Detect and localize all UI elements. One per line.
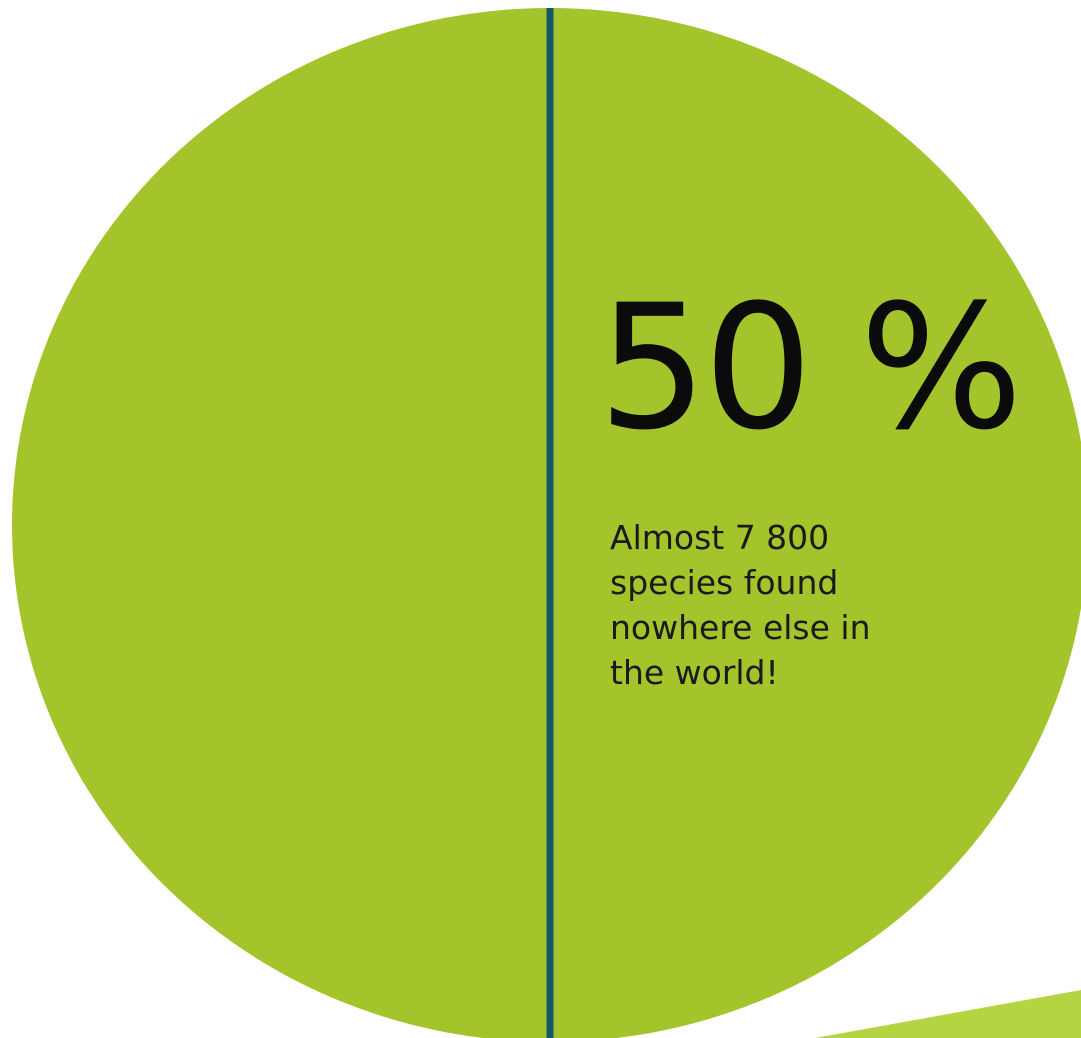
- accent-wedge-shape: [815, 990, 1081, 1038]
- pie-slices: [12, 8, 1081, 1038]
- caption-line-4: the world!: [610, 653, 779, 692]
- caption-text: Almost 7 800 species found nowhere else …: [610, 515, 910, 695]
- percent-label: 50 %: [598, 267, 1023, 468]
- pie-slice-1: [550, 8, 1081, 1038]
- caption-line-1: Almost 7 800: [610, 518, 830, 557]
- caption-line-3: nowhere else in: [610, 608, 871, 647]
- pie-slice-2: [12, 8, 550, 1038]
- caption-line-2: species found: [610, 563, 839, 602]
